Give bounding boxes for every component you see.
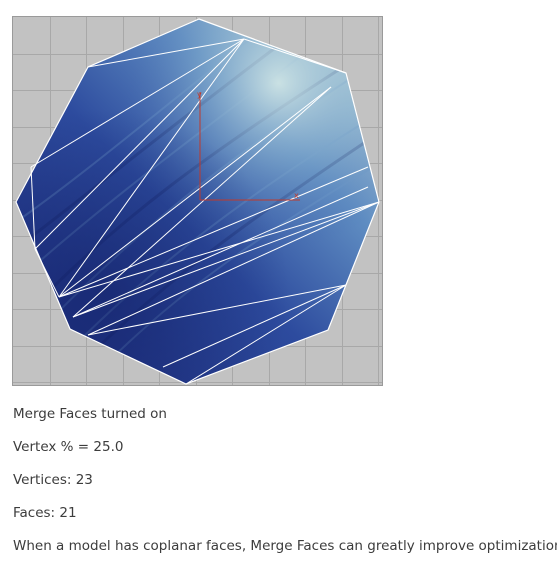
wire-edge	[243, 38, 347, 74]
octagon-mesh	[16, 19, 379, 384]
octagon-mesh-render: y x	[13, 17, 382, 385]
wire-edge	[72, 86, 332, 318]
caption-vertices: Vertices: 23	[13, 472, 93, 488]
wire-edge	[58, 86, 332, 298]
caption-merge-faces: Merge Faces turned on	[13, 406, 167, 422]
wire-edge	[34, 38, 245, 250]
wireframe-edges	[30, 38, 380, 385]
wire-edge	[185, 284, 347, 385]
axis-gizmo: y x	[197, 90, 300, 201]
viewport-3d[interactable]: y x	[12, 16, 383, 386]
wire-edge	[72, 186, 369, 318]
axis-y-label: y	[197, 90, 202, 99]
caption-note: When a model has coplanar faces, Merge F…	[13, 538, 557, 554]
wire-edge	[34, 248, 60, 298]
wire-edge	[30, 38, 245, 168]
wire-edge	[72, 201, 380, 318]
wire-edge	[87, 201, 380, 336]
wire-edge	[58, 38, 245, 298]
caption-vertex-percent: Vertex % = 25.0	[13, 439, 124, 455]
caption-faces: Faces: 21	[13, 505, 77, 521]
wire-edge	[87, 284, 347, 336]
axis-x-label: x	[294, 191, 299, 200]
wire-edge	[30, 166, 36, 250]
wire-edge	[162, 284, 347, 368]
wire-edge	[87, 38, 245, 68]
wire-edge	[58, 201, 380, 298]
wire-edge	[58, 166, 369, 298]
